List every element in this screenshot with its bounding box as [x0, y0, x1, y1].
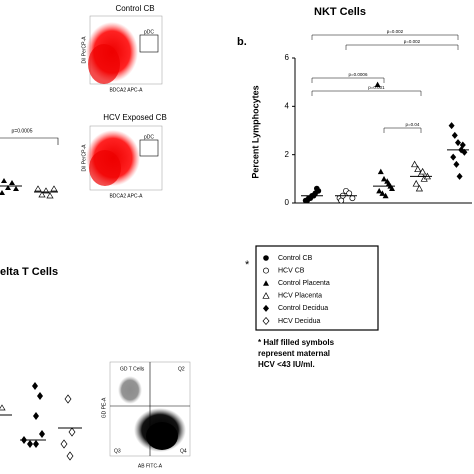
bracket: [383, 127, 422, 133]
legend-label: HCV Placenta: [278, 293, 322, 300]
data-point: [411, 160, 419, 168]
bracket: [311, 34, 459, 40]
gate-label: pDC: [144, 29, 154, 35]
data-point: [448, 122, 455, 130]
note: * Half filled symbols: [258, 338, 335, 347]
data-point: [349, 195, 356, 202]
y-axis-label: Percent Lymphocytes: [250, 85, 260, 178]
flow-ylabel: Dil PerCP-A: [81, 36, 87, 64]
note: represent maternal: [258, 349, 330, 358]
legend-symbol: [263, 267, 269, 274]
gate-label: pDC: [144, 134, 154, 140]
data-point: [389, 185, 395, 191]
flow-ylabel: Dil PerCP-A: [81, 144, 87, 172]
data-point: [379, 190, 386, 196]
data-point: [374, 81, 381, 88]
quadrant-label: Q4: [180, 448, 187, 454]
flow-ylabel: GD PE-A: [101, 397, 107, 418]
data-point: [415, 184, 423, 192]
gate: [139, 34, 159, 53]
data-point: [338, 197, 345, 204]
data-point: [412, 179, 420, 187]
legend-symbol: [262, 292, 270, 299]
flow-cloud: [89, 150, 121, 186]
y-tick-label: 2: [285, 150, 290, 159]
legend-symbol: [263, 255, 269, 261]
legend-label: HCV Decidua: [278, 318, 321, 325]
bracket: [311, 90, 422, 96]
bracket: [345, 44, 459, 50]
p-value: p=0.04: [406, 122, 420, 127]
data-point: [450, 153, 457, 161]
legend-symbol: [263, 304, 269, 312]
quadrant-label: Q3: [114, 448, 121, 454]
bracket: [0, 137, 59, 145]
legend-symbol: [262, 316, 270, 326]
p-value: p=0.001: [368, 85, 385, 90]
flow-title: HCV Exposed CB: [103, 113, 167, 122]
data-point: [346, 190, 353, 197]
data-point: [419, 167, 427, 175]
p-value: p=0.002: [387, 29, 404, 34]
panel-label: b.: [237, 36, 247, 48]
note: HCV <43 IU/ml.: [258, 360, 315, 369]
data-point: [382, 192, 389, 199]
y-tick-label: 6: [285, 53, 290, 62]
legend-box: [255, 245, 379, 331]
gd-dots: [0, 382, 82, 461]
data-point: [414, 165, 422, 173]
flow-title: Control CB: [115, 4, 154, 13]
quadrant-label: GD T Cells: [120, 366, 145, 372]
data-point: [377, 168, 384, 175]
asterisk: *: [245, 259, 250, 271]
flow-cloud: [146, 422, 178, 450]
legend: Control CB HCV CB Control Placenta HCV Plac…: [262, 255, 330, 326]
panel-title: elta T Cells: [0, 266, 58, 278]
data-point: [451, 131, 458, 139]
legend-symbol: [263, 280, 269, 286]
quadrant-label: Q2: [178, 366, 185, 372]
chart-title: NKT Cells: [314, 6, 366, 18]
legend-label: Control Decidua: [278, 305, 328, 312]
data-point: [381, 175, 387, 182]
flow-cloud: [88, 44, 120, 84]
left-dots: [0, 178, 58, 199]
legend-label: Control Placenta: [278, 280, 330, 287]
data-point: [456, 172, 463, 180]
legend-label: Control CB: [278, 255, 313, 262]
data-point: [459, 141, 466, 149]
y-tick-label: 0: [285, 198, 290, 207]
data-point: [314, 185, 320, 192]
bracket: [311, 77, 385, 83]
p-value: p=0.0005: [12, 128, 33, 134]
flow-xlabel: BDCA2 APC-A: [109, 193, 143, 199]
p-value: p=0.002: [404, 39, 421, 44]
p-value: p=0.0006: [349, 72, 368, 77]
data-point: [453, 160, 460, 168]
flow-xlabel: BDCA2 APC-A: [109, 87, 143, 93]
data-point: [376, 187, 383, 194]
data-point: [461, 148, 468, 156]
data-point: [455, 139, 461, 147]
legend-label: HCV CB: [278, 267, 305, 274]
data-point: [385, 180, 392, 187]
flow-xlabel: AB FITC-A: [138, 463, 163, 469]
y-tick-label: 4: [285, 101, 290, 110]
gate: [139, 139, 159, 157]
flow-cloud: [118, 376, 142, 404]
